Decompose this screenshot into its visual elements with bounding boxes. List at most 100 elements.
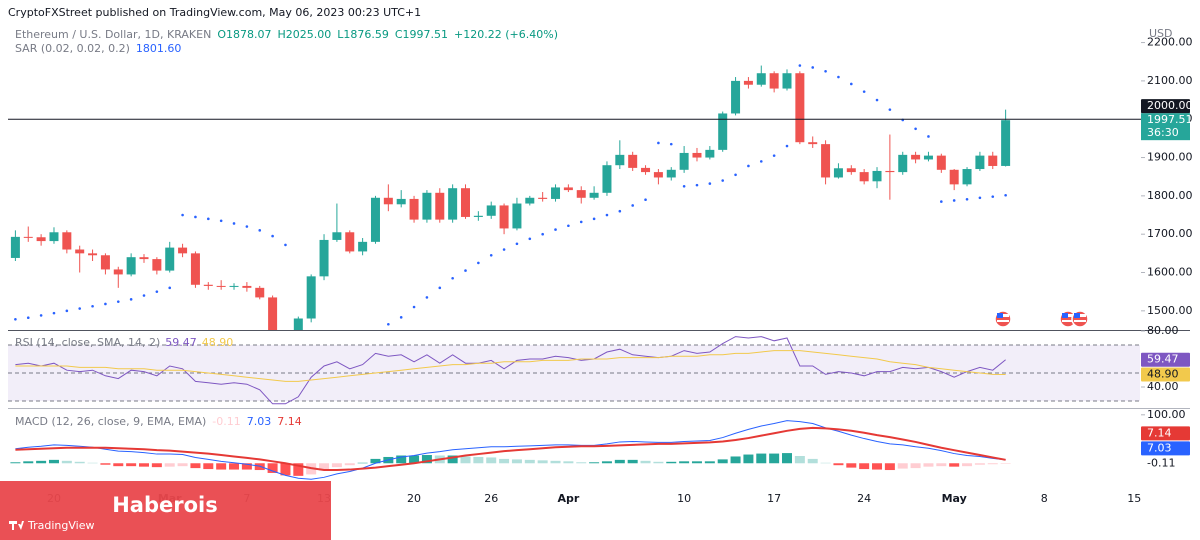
sar-dot	[837, 75, 840, 79]
y-tick-label: 1700.00	[1147, 227, 1193, 240]
macd-histogram-bar	[87, 462, 98, 464]
macd-histogram-bar	[782, 453, 792, 464]
rsi-name: RSI (14, close, SMA, 14, 2)	[15, 336, 160, 349]
sar-dot	[78, 307, 81, 310]
candle-body	[923, 155, 933, 160]
macd-histogram-bar	[872, 463, 883, 470]
sar-dot	[464, 269, 467, 272]
macd-histogram-bar	[241, 463, 252, 470]
sar-dot	[669, 142, 673, 146]
ohlc-value: L1876.59	[337, 28, 389, 41]
candle-body	[88, 253, 98, 256]
candle-body	[589, 192, 599, 198]
macd-histogram-bar	[704, 461, 715, 464]
y-tick-label: 1500.00	[1147, 304, 1193, 317]
ohlc-value: O1878.07	[217, 28, 271, 41]
sar-dot	[850, 82, 853, 86]
sar-dot	[425, 296, 429, 299]
rsi-last-label: 48.90	[1147, 368, 1179, 381]
sar-dot	[579, 220, 583, 224]
macd-histogram-bar	[820, 462, 831, 464]
candle-body	[885, 170, 895, 173]
sar-dot	[258, 229, 262, 232]
candle-body	[113, 269, 123, 275]
brand-name: TradingView	[27, 519, 94, 532]
candle-body	[75, 249, 85, 254]
macd-histogram-bar	[524, 459, 535, 464]
sar-dot	[477, 261, 480, 265]
macd-histogram-bar	[267, 463, 278, 473]
macd-histogram-bar	[164, 463, 175, 467]
candle-body	[499, 205, 509, 229]
candle-body	[1001, 120, 1011, 166]
macd-histogram-bar	[936, 463, 947, 467]
sar-dot	[207, 217, 210, 221]
x-tick-label: May	[942, 492, 967, 505]
macd-histogram-bar	[884, 463, 895, 471]
candle-body	[178, 247, 188, 254]
y-tick-label: 80.00	[1147, 324, 1179, 337]
sar-dot	[952, 199, 956, 202]
macd-histogram-bar	[139, 463, 149, 467]
macd-histogram-bar	[511, 459, 522, 464]
macd-histogram-bar	[113, 463, 124, 467]
macd-histogram-bar	[421, 455, 432, 464]
candle-body	[409, 198, 419, 220]
candle-body	[165, 247, 175, 271]
sar-dot	[618, 209, 622, 213]
last-price: 1997.51	[1147, 113, 1193, 126]
sar-dot	[541, 232, 544, 236]
candle-body	[538, 197, 548, 199]
event-flag	[1071, 310, 1089, 328]
currency: USD	[1149, 27, 1173, 40]
macd-histogram-bar	[486, 457, 497, 464]
candle-body	[486, 205, 496, 216]
x-tick-label: 20	[407, 492, 421, 505]
macd-panel	[10, 420, 1011, 480]
candle-body	[653, 172, 663, 178]
candle-body	[525, 197, 535, 204]
candle-body	[563, 187, 573, 191]
sar-dot	[65, 309, 69, 313]
candle-body	[731, 80, 741, 114]
candle-body	[898, 154, 908, 173]
macd-histogram-bar	[666, 461, 677, 464]
candle-body	[242, 285, 252, 288]
candle-body	[628, 154, 638, 168]
sar-dot	[116, 300, 120, 303]
macd-histogram-bar	[846, 463, 857, 468]
banner-box	[0, 481, 331, 540]
candle-body	[49, 232, 59, 242]
candle-body	[370, 197, 380, 242]
sar-dot	[271, 234, 274, 238]
sar-dot	[219, 219, 223, 223]
candle-body	[808, 142, 818, 145]
candle-body	[846, 168, 856, 173]
sar-dot	[605, 213, 609, 217]
sar-dot	[554, 228, 557, 231]
macd-histogram-bar	[151, 463, 162, 468]
candle-body	[576, 190, 586, 198]
candle-body	[448, 188, 458, 220]
x-tick-label: 24	[857, 492, 871, 505]
price-panel	[10, 64, 1011, 330]
candle-body	[679, 152, 689, 170]
macd-line	[15, 426, 1006, 472]
sar-dot	[631, 204, 634, 207]
sar-dot	[399, 316, 403, 319]
macd-histogram-bar	[794, 455, 805, 464]
sar-dot	[155, 290, 159, 293]
hline-label-box	[1141, 99, 1190, 114]
macd-histogram-bar	[319, 463, 330, 471]
sar-dot	[502, 248, 506, 251]
macd-legend: MACD (12, 26, close, 9, EMA, EMA) -0.11 7.…	[15, 415, 302, 428]
candle-body	[988, 155, 998, 166]
sar-dot	[129, 298, 133, 301]
macd-histogram-bar	[370, 458, 381, 464]
candle-body	[936, 155, 946, 170]
overlay-banner: Haberois TradingView	[0, 481, 331, 540]
macd-histogram-bar	[756, 453, 767, 464]
macd-histogram-bar	[460, 456, 471, 464]
macd-histogram-bar	[344, 463, 355, 466]
